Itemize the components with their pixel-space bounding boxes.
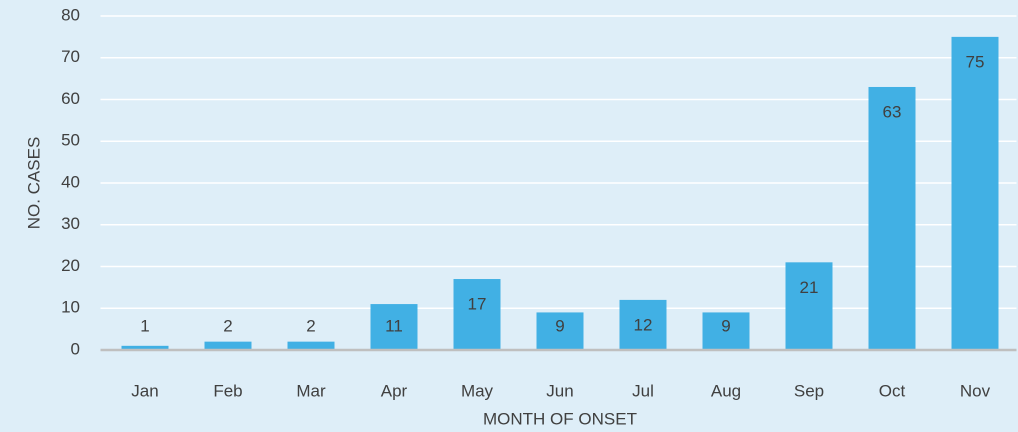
bar (204, 341, 252, 350)
y-tick-label: 30 (61, 214, 80, 233)
x-tick-label: Feb (213, 381, 242, 400)
x-tick-label: Jul (632, 381, 654, 400)
y-tick-label: 80 (61, 5, 80, 24)
x-tick-label: Apr (381, 381, 408, 400)
y-tick-label: 50 (61, 131, 80, 150)
x-tick-label: Oct (879, 381, 906, 400)
data-label: 63 (883, 102, 902, 121)
x-tick-label: Aug (711, 381, 741, 400)
bar (121, 345, 169, 350)
data-label: 9 (721, 316, 730, 335)
bar (951, 36, 999, 350)
data-label: 11 (385, 316, 403, 335)
y-tick-label: 10 (61, 298, 80, 317)
bar (619, 299, 667, 350)
data-label: 2 (306, 316, 315, 335)
data-label: 75 (966, 52, 985, 71)
y-tick-label: 60 (61, 89, 80, 108)
x-tick-label: Mar (296, 381, 326, 400)
x-tick-label: May (461, 381, 494, 400)
y-tick-label: 20 (61, 256, 80, 275)
data-label: 1 (140, 316, 149, 335)
data-label: 2 (223, 316, 232, 335)
x-tick-label: Jun (546, 381, 573, 400)
bar (287, 341, 335, 350)
y-tick-label: 40 (61, 172, 80, 191)
data-label: 12 (634, 315, 653, 334)
x-tick-label: Nov (960, 381, 991, 400)
data-label: 9 (555, 316, 564, 335)
bar (536, 312, 584, 350)
x-tick-label: Sep (794, 381, 824, 400)
bar (453, 279, 501, 350)
bar (868, 86, 916, 350)
x-axis-title: MONTH OF ONSET (483, 409, 637, 428)
bar (370, 304, 418, 350)
bar (702, 312, 750, 350)
data-label: 17 (468, 295, 487, 314)
x-tick-label: Jan (131, 381, 158, 400)
y-axis-title: NO. CASES (24, 137, 43, 230)
y-tick-label: 70 (61, 47, 80, 66)
y-tick-label: 0 (71, 339, 80, 358)
data-label: 21 (800, 278, 819, 297)
bar (785, 262, 833, 350)
